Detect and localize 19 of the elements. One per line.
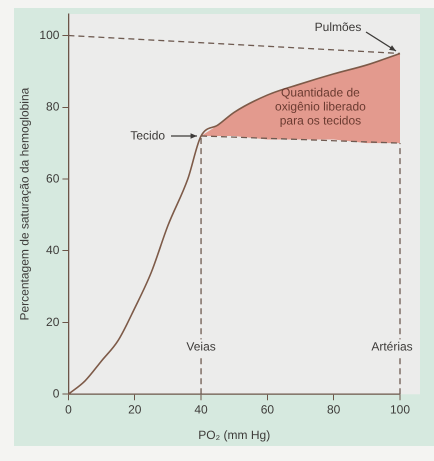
annotation: Veias [186, 340, 216, 354]
y-tick-label: 100 [39, 28, 60, 42]
x-tick-label: 80 [327, 402, 341, 417]
x-tick-label: 20 [128, 402, 142, 417]
y-tick-label: 60 [46, 171, 60, 186]
x-tick-label: 100 [390, 402, 410, 417]
x-tick-label: 0 [65, 402, 72, 417]
x-tick-label: 40 [194, 402, 208, 417]
y-tick-label: 40 [46, 243, 60, 258]
x-axis-title: PO₂ (mm Hg) [198, 428, 270, 442]
y-tick-label: 0 [52, 386, 60, 401]
y-tick-label: 20 [46, 314, 60, 329]
annotation: Artérias [371, 340, 413, 354]
annotation: Pulmões [314, 20, 362, 34]
annotation: Quantidade de oxigênio liberado para os tecidos [275, 85, 366, 128]
y-axis-title: Percentagem de saturação da hemoglobina [18, 87, 32, 321]
y-tick-label: 80 [46, 100, 60, 114]
annotation: Tecido [130, 128, 166, 142]
x-tick-label: 60 [260, 402, 274, 417]
